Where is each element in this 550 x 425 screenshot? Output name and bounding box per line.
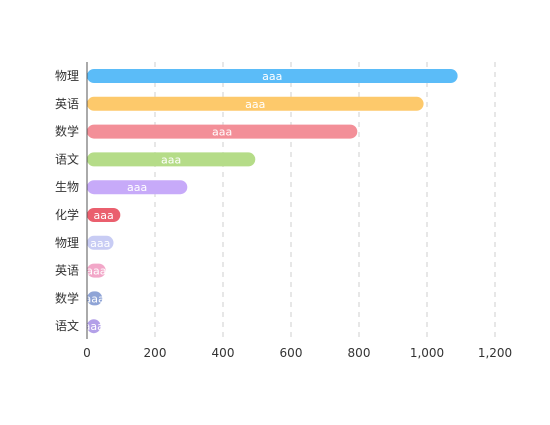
bar bbox=[87, 69, 458, 83]
x-tick-label: 1,000 bbox=[410, 346, 444, 360]
x-tick-label: 600 bbox=[280, 346, 303, 360]
bar bbox=[87, 235, 114, 250]
bar-data-label: aaa bbox=[161, 153, 181, 166]
category-label: 化学 bbox=[55, 207, 79, 222]
category-label: 物理 bbox=[55, 69, 79, 83]
category-label: 数学 bbox=[55, 124, 79, 139]
bar bbox=[87, 263, 106, 278]
bar bbox=[87, 291, 103, 306]
bar-data-label: aaa bbox=[84, 320, 104, 333]
bar bbox=[87, 208, 121, 222]
bar bbox=[87, 319, 101, 334]
grid-layer bbox=[154, 62, 496, 339]
x-tick-label: 200 bbox=[144, 346, 167, 360]
bar bbox=[87, 180, 188, 195]
category-label: 英语 bbox=[55, 97, 79, 111]
category-label: 英语 bbox=[55, 264, 79, 278]
bar bbox=[87, 96, 424, 111]
category-label: 物理 bbox=[55, 236, 79, 250]
bar-layer: aaa aaa aaa aaa aaa aaa aaa aaa aaa aaa bbox=[84, 69, 458, 334]
bar-data-label: aaa bbox=[127, 181, 147, 194]
x-tick-label: 400 bbox=[212, 346, 235, 360]
x-tick-label: 1,200 bbox=[478, 346, 512, 360]
bar bbox=[87, 152, 256, 167]
category-label: 语文 bbox=[55, 151, 79, 166]
x-tick-label: 800 bbox=[348, 346, 371, 360]
bar-data-label: aaa bbox=[90, 237, 110, 250]
bar-data-label: aaa bbox=[86, 265, 106, 278]
category-label: 生物 bbox=[55, 180, 79, 194]
category-label: 数学 bbox=[55, 290, 79, 305]
bar-data-label: aaa bbox=[245, 98, 265, 111]
x-tick-label: 0 bbox=[83, 346, 91, 360]
bar-data-label: aaa bbox=[94, 209, 114, 222]
bar bbox=[87, 124, 358, 139]
bar-data-label: aaa bbox=[212, 126, 232, 139]
bar-data-label: aaa bbox=[262, 70, 282, 83]
bar-data-label: aaa bbox=[85, 292, 105, 305]
category-label: 语文 bbox=[55, 318, 79, 333]
axis-layer: 0 200 400 600 800 1,000 1,200物理英语数学语文生物化学物理英语数… bbox=[55, 62, 512, 360]
